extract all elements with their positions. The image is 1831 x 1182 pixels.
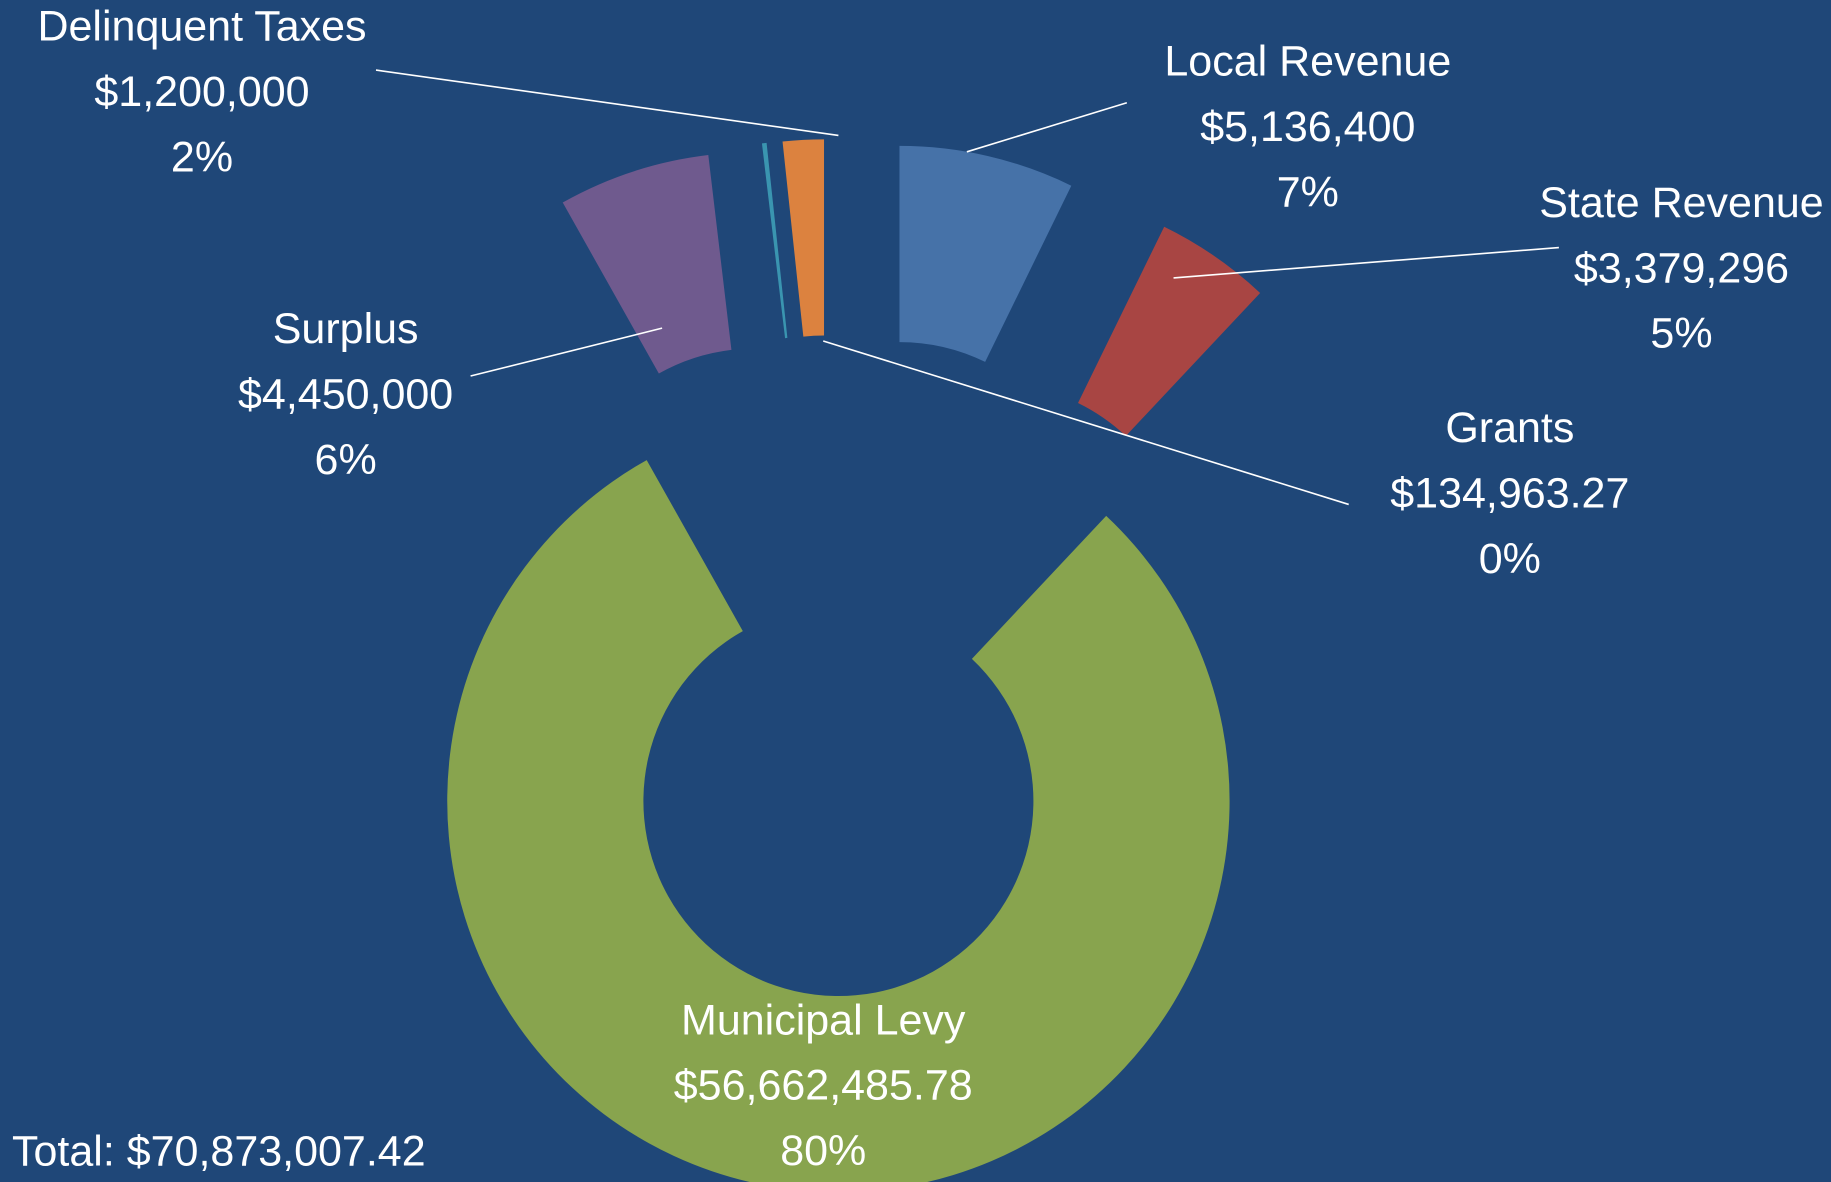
slice-label-percent: 5% xyxy=(1650,310,1712,358)
leader-line xyxy=(822,340,1349,506)
slice-label-value: $134,963.27 xyxy=(1390,470,1629,518)
leader-line xyxy=(966,101,1128,153)
donut-slice xyxy=(782,139,825,337)
slice-label-value: $1,200,000 xyxy=(94,68,309,116)
slice-label-value: $56,662,485.78 xyxy=(674,1062,973,1110)
slice-label-name: Grants xyxy=(1445,404,1574,452)
donut-slice xyxy=(447,460,1230,1182)
leader-line xyxy=(470,327,663,377)
slice-label-name: State Revenue xyxy=(1539,179,1823,227)
slice-label-name: Surplus xyxy=(273,305,419,353)
slice-label-percent: 7% xyxy=(1277,168,1339,216)
slice-label-name: Local Revenue xyxy=(1164,38,1451,86)
slices xyxy=(447,139,1261,1182)
slice-label-percent: 6% xyxy=(315,436,377,484)
leader-line xyxy=(1173,246,1559,279)
slice-label-value: $5,136,400 xyxy=(1200,103,1415,151)
slice-label-percent: 0% xyxy=(1479,535,1541,583)
slice-label-name: Municipal Levy xyxy=(681,996,966,1044)
total-label: Total: $70,873,007.42 xyxy=(12,1127,426,1175)
slice-label-value: $4,450,000 xyxy=(238,370,453,418)
leader-line xyxy=(375,69,839,137)
slice-label-name: Delinquent Taxes xyxy=(37,3,366,51)
donut-slice xyxy=(562,155,732,374)
slice-label-percent: 2% xyxy=(171,133,233,181)
donut-slice xyxy=(761,142,788,339)
donut-slice xyxy=(1078,226,1261,436)
donut-slice xyxy=(899,145,1072,362)
slice-label-percent: 80% xyxy=(780,1127,866,1175)
slice-label-value: $3,379,296 xyxy=(1574,244,1789,292)
